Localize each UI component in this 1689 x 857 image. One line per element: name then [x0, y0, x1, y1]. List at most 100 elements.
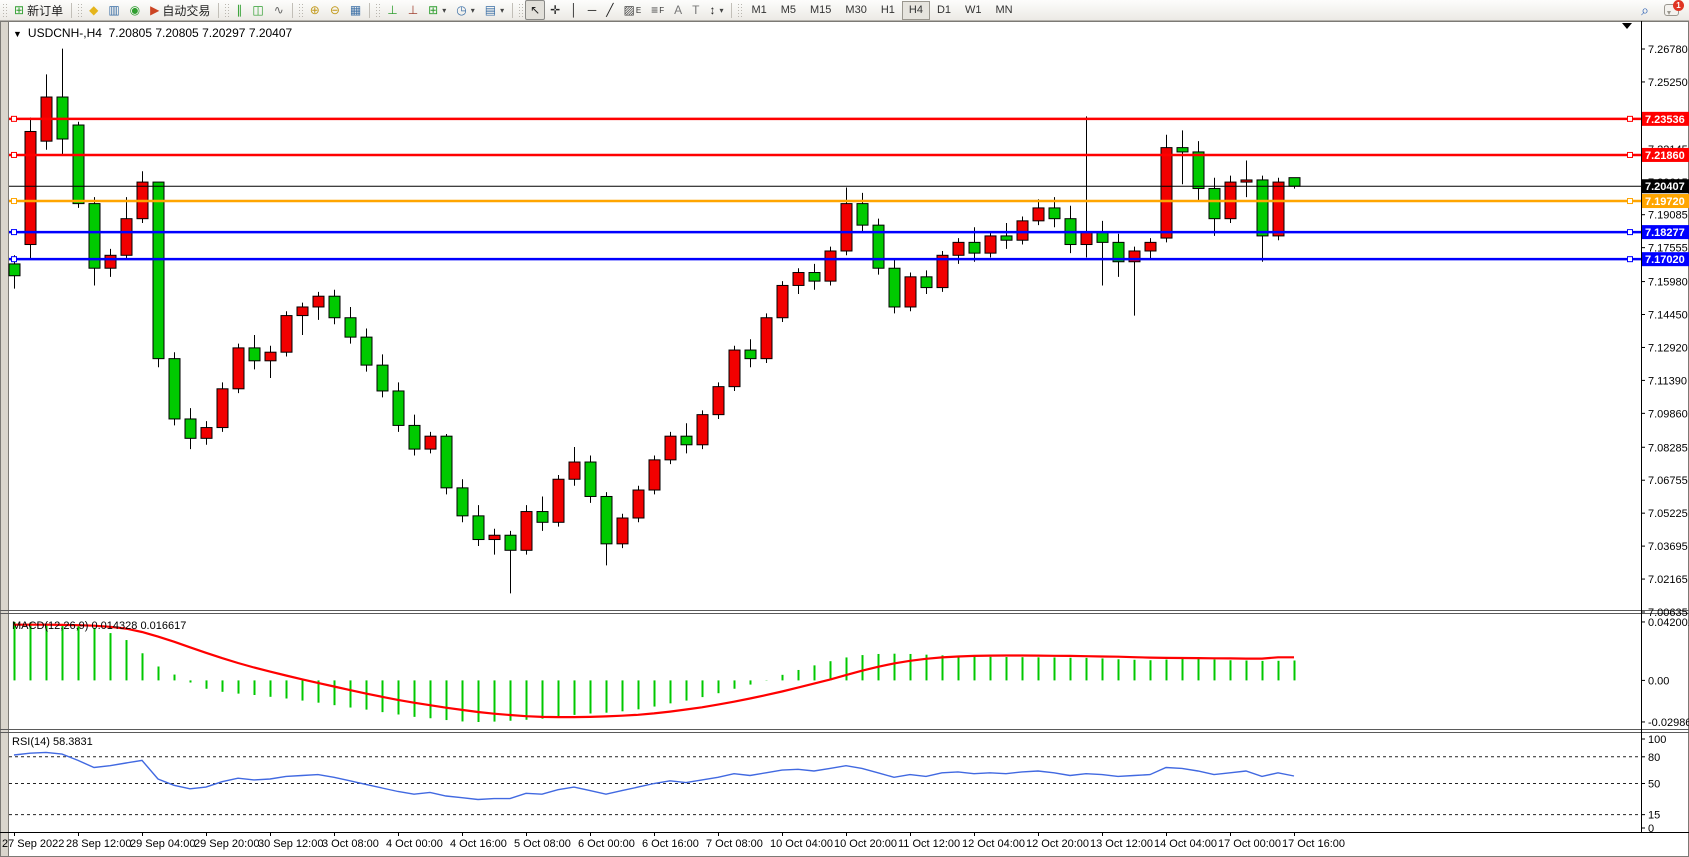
price-level-lines[interactable]: [9, 115, 1641, 263]
fibonacci-button[interactable]: ≡ F: [646, 0, 669, 20]
ohlc-high: 7.20805: [155, 26, 199, 40]
line-chart-button[interactable]: ∿: [269, 0, 289, 20]
timeframe-m1[interactable]: M1: [751, 3, 767, 16]
data-window-icon: ⊥: [407, 3, 419, 17]
candle-bearish: [472, 515, 485, 541]
toolbar-separator: [731, 2, 733, 18]
vertical-line-button[interactable]: │: [565, 0, 583, 20]
candlestick-chart-icon: ◫: [252, 3, 264, 17]
level-handle: [11, 229, 17, 236]
time-axis-label: 13 Oct 12:00: [1090, 838, 1153, 850]
candle-bullish: [1032, 207, 1045, 222]
price-tick-label: 7.05225: [1648, 508, 1688, 520]
price-tick-label: 7.26780: [1648, 44, 1688, 56]
rsi-panel: 100 80 50 150: [9, 734, 1666, 835]
alerts-icon: ◉: [129, 3, 141, 17]
timeframe-mn[interactable]: MN: [995, 3, 1013, 16]
chart-title: ▼ USDCNH-,H4 7.20805 7.20805 7.20297 7.20…: [13, 26, 292, 40]
notification-badge: 1: [1673, 0, 1684, 11]
candle-bearish: [744, 349, 757, 360]
channel-button[interactable]: ▨ E: [618, 0, 646, 20]
crosshair-button[interactable]: ✛: [545, 0, 565, 20]
level-handle: [1627, 151, 1633, 158]
candle-bearish: [456, 487, 469, 517]
candle-bearish: [1288, 177, 1301, 187]
candle-bearish: [248, 347, 261, 362]
templates-button[interactable]: ▤ ▾: [480, 0, 509, 20]
rsi-label: RSI(14) 58.3831: [12, 736, 93, 748]
terminal-button[interactable]: ▥: [103, 0, 124, 20]
cursor-icon: ↖: [530, 3, 541, 17]
periods-button[interactable]: ◷ ▾: [451, 0, 480, 20]
autotrading-button[interactable]: ▶ 自动交易: [145, 0, 215, 20]
price-axis-ticks: 7.267807.252507.221457.206157.190857.175…: [1641, 44, 1688, 619]
zoom-out-button[interactable]: ⊖: [325, 0, 345, 20]
timeframe-m15[interactable]: M15: [810, 3, 832, 16]
price-level-badge: 7.23536: [1645, 114, 1685, 126]
toolbar-separator: [218, 2, 220, 18]
time-axis-label: 30 Sep 12:00: [258, 838, 323, 850]
price-tick-label: 7.08285: [1648, 442, 1688, 454]
toolbar-separator: [512, 2, 514, 18]
candle-bullish: [312, 295, 325, 308]
timeframe-h4[interactable]: H4: [901, 0, 930, 20]
alerts-button[interactable]: ◉: [125, 0, 145, 20]
candle-bullish: [296, 306, 309, 317]
time-axis-label: 6 Oct 16:00: [642, 838, 699, 850]
time-axis-label: 29 Sep 04:00: [130, 838, 195, 850]
timeframe-h1[interactable]: H1: [880, 3, 895, 16]
timeframe-m5[interactable]: M5: [780, 3, 797, 16]
candle-bullish: [760, 317, 773, 360]
notifications-button[interactable]: 1: [1664, 0, 1684, 16]
chart-window: ▼ USDCNH-,H4 7.20805 7.20805 7.20297 7.20…: [0, 21, 1689, 857]
toolbar-grip: [224, 3, 230, 17]
text-button[interactable]: A: [669, 0, 687, 20]
metaeditor-button[interactable]: ◆: [84, 0, 103, 20]
add-chart-button[interactable]: ⊞ ▾: [423, 0, 451, 20]
search-button[interactable]: ⌕: [1636, 0, 1654, 20]
timeframe-d1[interactable]: D1: [936, 3, 952, 16]
candle-bullish: [1080, 231, 1093, 246]
price-level-badge: 7.20407: [1645, 181, 1685, 193]
data-window-button[interactable]: ⊥: [403, 0, 423, 20]
one-click-trading-arrow-icon[interactable]: ▼: [13, 29, 22, 39]
tile-windows-button[interactable]: ▦: [345, 0, 366, 20]
candle-bullish: [200, 427, 213, 439]
timeframe-m30[interactable]: M30: [845, 3, 867, 16]
chart-shift-marker-icon[interactable]: [1622, 23, 1632, 29]
candle-bullish: [232, 347, 245, 390]
new-order-button[interactable]: ⊞ 新订单: [9, 0, 68, 20]
zoom-in-button[interactable]: ⊕: [305, 0, 325, 20]
candle-bullish: [952, 241, 965, 256]
zoom-in-icon: ⊕: [309, 3, 320, 17]
candle-bearish: [584, 461, 597, 497]
cursor-button[interactable]: ↖: [525, 0, 546, 20]
ohlc-low: 7.20297: [202, 26, 246, 40]
candle-bullish: [712, 386, 725, 416]
time-axis-label: 3 Oct 08:00: [322, 838, 379, 850]
main-toolbar: ⊞ 新订单 ◆ ▥ ◉ ▶ 自动交易 ∥ ◫ ∿ ⊕ ⊖ ▦ ⊥ ⊥ ⊞ ▾ ◷ ▾ ▤ ▾ ↖ ✛ │ ─ ╱ ▨ E ≡ F A T ↕ ▾ M…: [0, 0, 1689, 21]
price-tick-label: 7.15980: [1648, 277, 1688, 289]
text-label-button[interactable]: T: [687, 0, 704, 20]
level-handle: [1627, 229, 1633, 236]
candlestick-chart-button[interactable]: ◫: [247, 0, 268, 20]
candles: [8, 48, 1301, 594]
candle-bearish: [72, 124, 85, 205]
price-tick-label: 7.02165: [1648, 574, 1688, 586]
timeframe-w1[interactable]: W1: [965, 3, 982, 16]
indicators-window-button[interactable]: ⊥: [382, 0, 402, 20]
candle-bullish: [632, 489, 645, 519]
rsi-axis-label: 80: [1648, 752, 1660, 764]
horizontal-line-button[interactable]: ─: [583, 0, 602, 20]
vertical-line-icon: │: [570, 3, 578, 17]
rsi-axis-label: 100: [1648, 734, 1666, 746]
macd-signal-line: [14, 623, 1294, 719]
arrows-button[interactable]: ↕ ▾: [704, 0, 728, 20]
toolbar-grip: [297, 3, 303, 17]
bar-chart-button[interactable]: ∥: [231, 0, 247, 20]
symbol-period: USDCNH-,H4: [27, 26, 102, 40]
trendline-button[interactable]: ╱: [601, 0, 618, 20]
